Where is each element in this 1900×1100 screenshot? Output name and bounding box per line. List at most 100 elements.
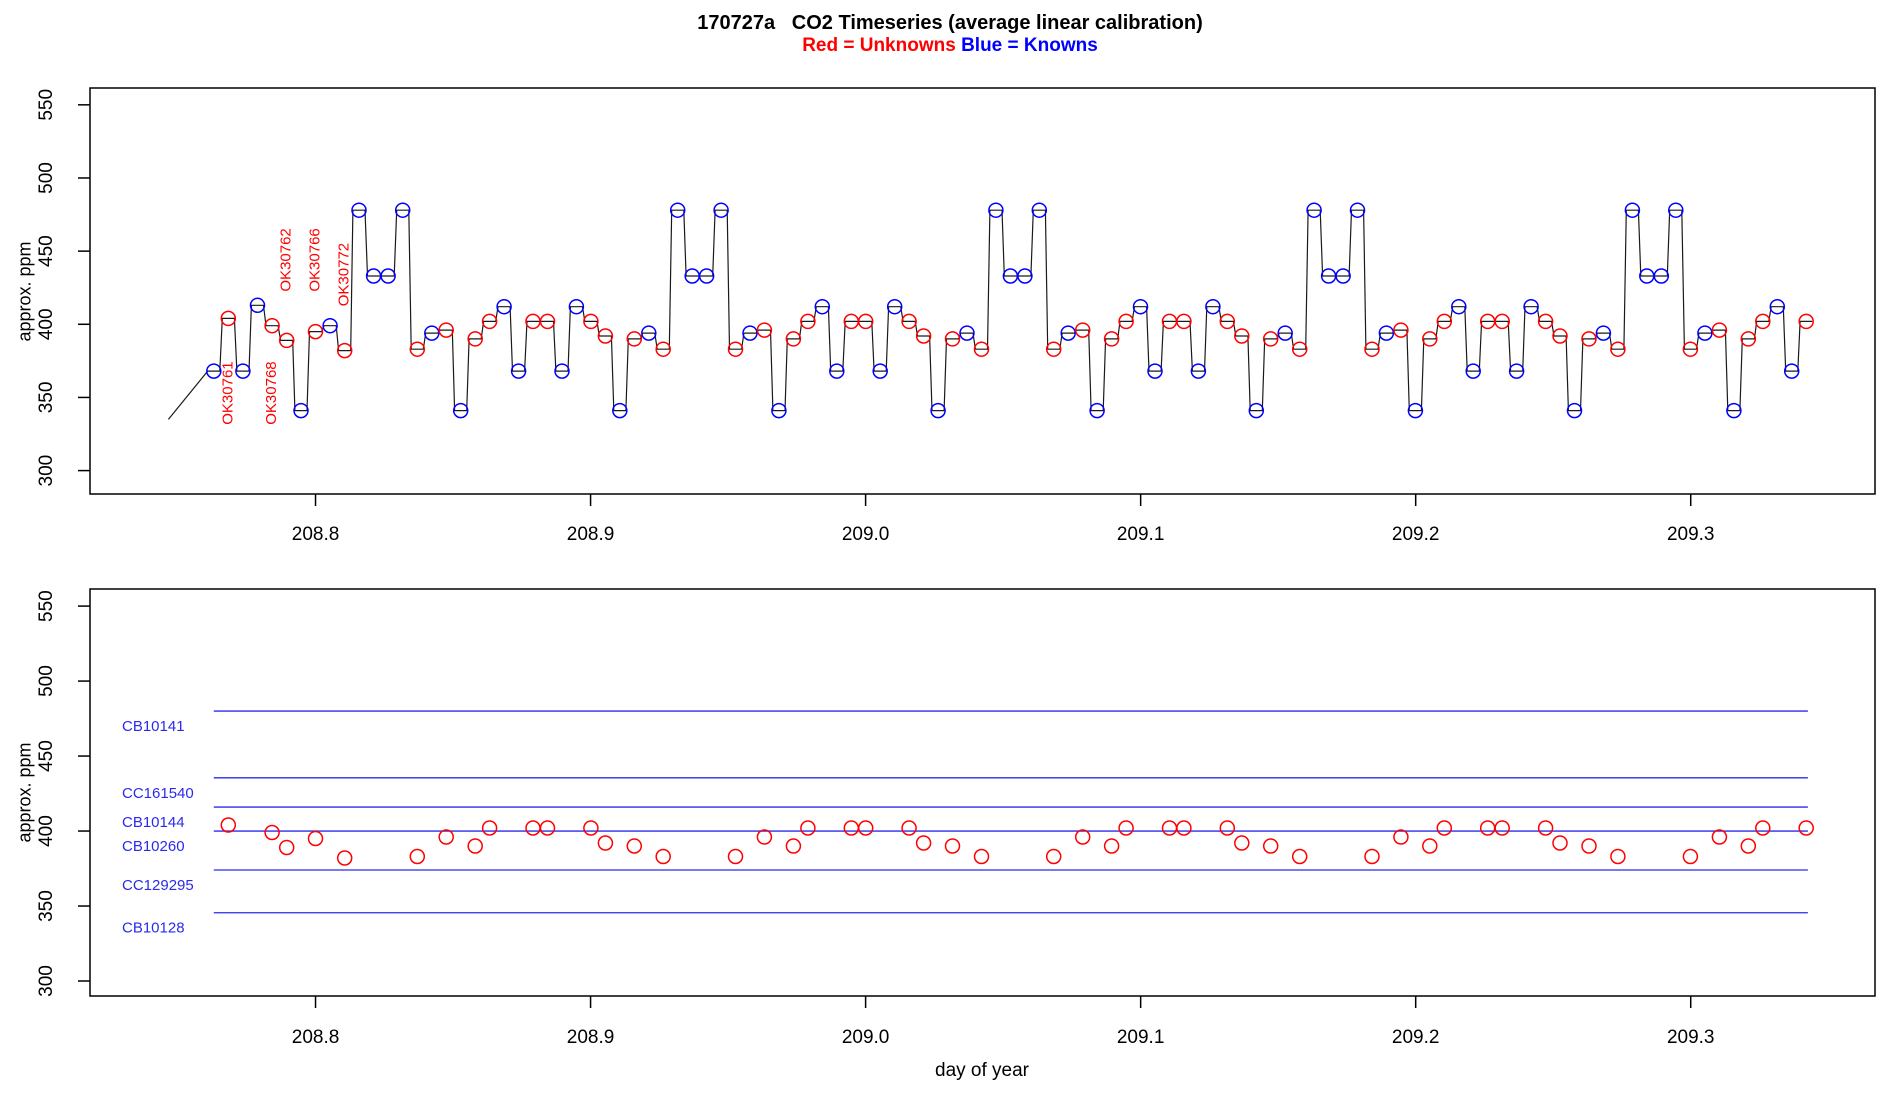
data-point-known xyxy=(1508,363,1525,379)
calibrated-unknown-point xyxy=(1610,848,1626,865)
calibrated-unknown-point xyxy=(1711,829,1728,845)
calibrated-unknown-point xyxy=(336,850,353,866)
legend-red-unknowns: Red = Unknowns xyxy=(802,35,956,56)
data-point-known xyxy=(1205,298,1221,315)
data-point-unknown xyxy=(597,328,614,344)
data-point-unknown xyxy=(1234,328,1250,344)
calibrated-unknown-point xyxy=(800,820,816,836)
calibrated-unknown-point xyxy=(438,829,454,845)
data-point-known xyxy=(698,268,715,284)
data-point-known xyxy=(1769,298,1786,315)
data-point-unknown xyxy=(1045,341,1062,357)
data-point-known xyxy=(930,402,946,419)
calibrated-unknown-point xyxy=(785,838,802,854)
calibrated-unknown-point xyxy=(1422,838,1438,854)
data-point-known xyxy=(829,363,845,379)
data-point-unknown xyxy=(1393,322,1409,338)
data-point-known xyxy=(641,325,657,341)
calibrated-unknown-point xyxy=(973,848,990,865)
data-point-known xyxy=(1306,202,1322,218)
data-point-known xyxy=(1335,268,1351,284)
data-point-unknown xyxy=(1581,331,1597,347)
calibrated-unknown-point xyxy=(1103,838,1120,854)
data-point-unknown xyxy=(1755,313,1771,330)
data-point-known xyxy=(1595,325,1612,341)
calibrated-unknown-point xyxy=(1740,838,1757,854)
calibrated-unknown-point xyxy=(1045,848,1062,865)
legend-blue-knowns: Blue = Knowns xyxy=(961,35,1098,56)
sample-id-label: OK30772 xyxy=(336,243,353,306)
data-point-unknown xyxy=(1118,313,1134,330)
data-point-known xyxy=(322,317,338,334)
data-point-known xyxy=(1726,402,1742,419)
reference-line-label: CB10128 xyxy=(122,920,185,937)
y-tick-label: 550 xyxy=(36,590,57,622)
timeseries-line xyxy=(167,209,1813,420)
data-point-unknown xyxy=(583,313,599,330)
data-point-known xyxy=(1060,325,1076,341)
y-tick-label: 450 xyxy=(36,740,57,772)
data-point-known xyxy=(452,402,469,419)
data-point-unknown xyxy=(944,331,961,347)
data-point-unknown xyxy=(438,322,454,338)
y-tick-label: 300 xyxy=(36,965,57,997)
calibrated-unknown-point xyxy=(843,820,860,836)
calibrated-unknown-point xyxy=(1364,848,1380,865)
chart-title: 170727a CO2 Timeseries (average linear c… xyxy=(697,12,1203,34)
y-tick-label: 350 xyxy=(36,382,57,414)
data-point-known xyxy=(293,402,309,419)
x-tick-label: 208.9 xyxy=(567,1027,615,1048)
data-point-known xyxy=(1624,202,1641,218)
calibrated-unknown-point xyxy=(727,848,744,865)
data-point-known xyxy=(713,202,729,218)
calibrated-unknown-point xyxy=(915,835,932,851)
data-point-known xyxy=(1653,268,1670,284)
x-axis-label: day of year xyxy=(935,1060,1029,1081)
data-point-known xyxy=(554,363,570,379)
calibrated-unknown-point xyxy=(655,848,671,865)
data-point-unknown xyxy=(307,323,324,340)
data-point-unknown xyxy=(973,341,990,357)
calibrated-unknown-point xyxy=(1176,820,1192,836)
x-tick-label: 209.1 xyxy=(1117,1027,1165,1048)
sample-id-label: OK30761 xyxy=(219,361,236,424)
data-point-unknown xyxy=(1494,313,1510,330)
data-point-known xyxy=(235,363,251,379)
data-point-known xyxy=(1089,402,1105,419)
calibrated-unknown-point xyxy=(1262,838,1279,854)
data-point-known xyxy=(568,298,585,315)
data-point-unknown xyxy=(1436,313,1453,330)
data-point-known xyxy=(510,363,527,379)
calibrated-unknown-point xyxy=(626,838,643,854)
data-point-known xyxy=(814,298,831,315)
calibrated-unknown-point xyxy=(1494,820,1510,836)
calibrated-unknown-point xyxy=(857,820,874,836)
data-point-known xyxy=(612,402,628,419)
calibrated-unknown-point xyxy=(278,839,295,856)
calibrated-unknown-point xyxy=(901,820,917,836)
data-point-known xyxy=(988,202,1004,218)
calibrated-unknown-point xyxy=(1581,838,1597,854)
calibrated-unknown-point xyxy=(1161,820,1178,836)
data-point-known xyxy=(1451,298,1467,315)
data-point-unknown xyxy=(1740,331,1757,347)
data-point-unknown xyxy=(264,317,280,334)
reference-line-label: CB10141 xyxy=(122,718,185,735)
calibrated-unknown-point xyxy=(1537,820,1554,836)
data-point-unknown xyxy=(800,313,816,330)
data-point-known xyxy=(1132,298,1149,315)
x-tick-label: 209.3 xyxy=(1667,1027,1715,1048)
calibrated-unknown-point xyxy=(264,824,280,841)
data-point-unknown xyxy=(1552,328,1568,344)
data-point-known xyxy=(1147,363,1163,379)
calibrated-unknown-point xyxy=(756,829,773,845)
calibrated-unknown-point xyxy=(1798,820,1814,836)
chart-legend: Red = Unknowns Blue = Knowns xyxy=(0,35,1900,57)
data-point-known xyxy=(1523,298,1539,315)
data-point-unknown xyxy=(1176,313,1192,330)
reference-line-label: CB10144 xyxy=(122,814,185,831)
y-tick-label: 500 xyxy=(36,162,57,194)
data-point-unknown xyxy=(539,313,556,330)
data-point-known xyxy=(1407,402,1424,419)
